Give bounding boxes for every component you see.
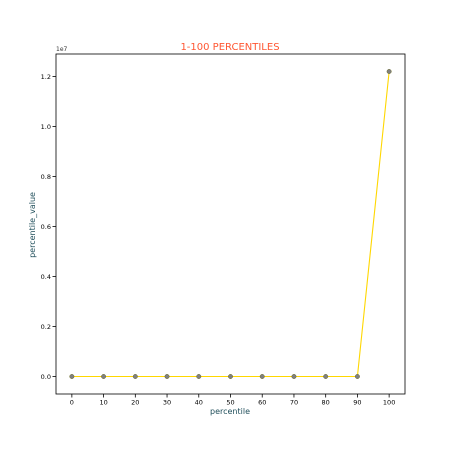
- y-tick-label: 1.0: [41, 123, 51, 131]
- x-tick-label: 30: [163, 399, 171, 407]
- plot-area: [55, 53, 406, 395]
- data-point: [228, 374, 233, 379]
- plot-frame: [55, 53, 406, 395]
- data-point: [323, 374, 329, 379]
- x-tick-label: 40: [195, 399, 203, 407]
- data-point: [164, 374, 170, 379]
- y-axis: 0.0 0.2 0.4 0.6 0.8 1.0 1.2: [41, 73, 56, 381]
- x-tick-label: 20: [131, 399, 139, 407]
- data-point: [386, 69, 392, 74]
- series-percentile-value: [69, 69, 392, 379]
- y-tick-label: 0.2: [41, 323, 51, 331]
- x-tick-label: 100: [383, 399, 395, 407]
- data-point: [259, 374, 265, 379]
- chart-title: 1-100 PERCENTILES: [180, 42, 279, 53]
- y-tick-label: 0.4: [41, 273, 51, 281]
- x-tick-label: 0: [70, 399, 74, 407]
- y-tick-label: 0.6: [41, 223, 51, 231]
- data-point: [132, 374, 138, 379]
- x-tick-label: 80: [322, 399, 330, 407]
- y-tick-label: 0.8: [41, 173, 51, 181]
- y-tick-label: 0.0: [41, 373, 51, 381]
- y-axis-label: percentile_value: [28, 192, 37, 258]
- x-tick-label: 70: [290, 399, 298, 407]
- data-point: [354, 374, 360, 379]
- x-axis: 0 10 20 30 40 50 60 70 80 90 100: [70, 394, 395, 407]
- data-point: [69, 374, 75, 379]
- data-point: [291, 374, 297, 379]
- y-offset-label: 1e7: [56, 46, 68, 53]
- x-axis-label: percentile: [210, 407, 250, 416]
- x-tick-label: 50: [226, 399, 234, 407]
- y-tick-label: 1.2: [41, 73, 51, 81]
- x-tick-label: 10: [99, 399, 107, 407]
- data-point: [196, 374, 202, 379]
- series-line: [71, 71, 390, 378]
- data-point: [101, 374, 107, 379]
- x-tick-label: 90: [353, 399, 361, 407]
- x-tick-label: 60: [258, 399, 266, 407]
